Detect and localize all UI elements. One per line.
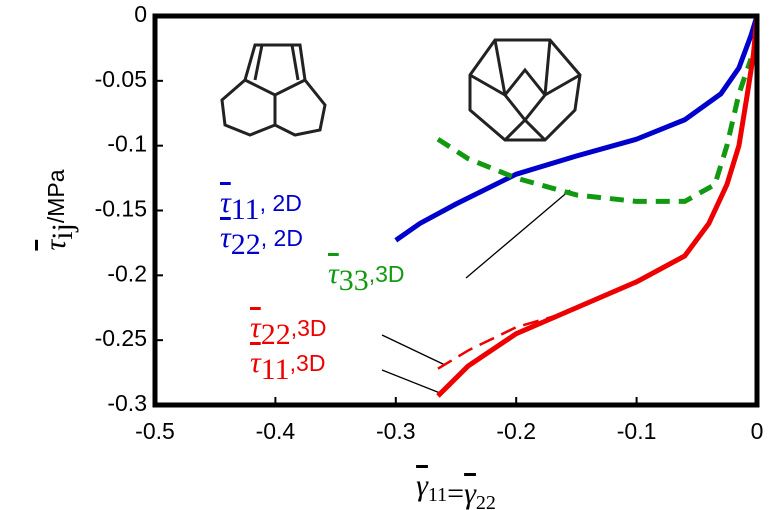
x-tick-label: -0.3 [376, 418, 416, 444]
y-tick-label: -0.05 [95, 66, 147, 92]
y-tick-label: -0.3 [107, 390, 147, 416]
chart: -0.5 -0.4 -0.3 -0.2 -0.1 0 -0.3 -0.25 -0.2 -0.15 -… [0, 0, 777, 510]
suffix: ,3D [291, 315, 327, 341]
leader-line [382, 335, 445, 365]
y-tick-label: 0 [134, 1, 147, 27]
lattice-icon [222, 40, 580, 140]
x-tick-label: -0.2 [496, 418, 536, 444]
suffix: ,3D [369, 261, 405, 287]
annotation: τ11, 2D [220, 186, 302, 226]
subscript: 11 [261, 353, 290, 386]
subscript: 22 [476, 492, 496, 510]
suffix: /MPa [43, 169, 69, 223]
subscript: 22 [231, 228, 261, 261]
annotation: τ33,3D [328, 257, 405, 297]
subscript: 22 [261, 318, 291, 351]
annotation: τ11,3D [250, 346, 325, 386]
y-tick-label: -0.2 [107, 260, 147, 286]
x-tick-label: -0.1 [617, 418, 657, 444]
x-tick-label: -0.5 [135, 418, 175, 444]
subscript: 33 [339, 264, 369, 297]
series-line [438, 59, 751, 202]
suffix: , 2D [260, 190, 302, 216]
suffix: ,3D [290, 350, 326, 376]
y-tick-label: -0.1 [107, 131, 147, 157]
subscript: 11 [231, 193, 260, 226]
subscript: 11 [428, 484, 447, 506]
x-tick-label: 0 [751, 418, 764, 444]
annotation: τ22,3D [250, 311, 327, 351]
leader-line [466, 190, 570, 278]
annotation: τ22, 2D [220, 221, 303, 261]
series-line [396, 16, 757, 240]
series-line [438, 16, 757, 396]
page: {"chart_data": {"type": "line", "xlabel"… [0, 0, 777, 510]
y-tick-label: -0.25 [95, 325, 147, 351]
y-tick-label: -0.15 [95, 196, 147, 222]
operator: = [447, 477, 464, 510]
x-axis-label: γ11=γ22 [416, 469, 496, 510]
suffix: , 2D [261, 225, 303, 251]
leader-line [382, 370, 440, 393]
subscript: ij [46, 223, 79, 240]
y-axis-label: τij/MPa [39, 169, 79, 250]
x-tick-label: -0.4 [256, 418, 296, 444]
